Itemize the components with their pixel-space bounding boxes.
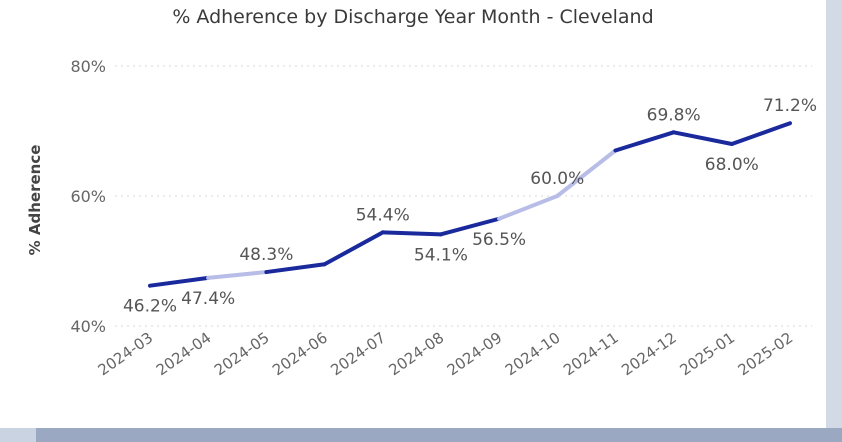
series-line-segment [148,275,211,288]
series-line-segment [380,230,443,237]
x-tick-label: 2024-03 [95,329,157,380]
y-tick-label: 40% [70,317,106,336]
data-label: 71.2% [763,96,817,116]
y-tick-label: 60% [70,187,106,206]
x-tick-label: 2024-05 [211,329,273,380]
x-tick-label: 2024-04 [153,329,215,380]
data-label: 54.4% [356,205,410,225]
x-tick-label: 2024-08 [386,329,448,380]
x-tick-label: 2024-11 [560,329,622,380]
series-line-segment [671,130,734,146]
data-label: 46.2% [123,297,177,317]
x-tick-label: 2025-02 [735,329,797,380]
x-tick-label: 2024-06 [269,329,331,380]
data-label: 60.0% [530,169,584,189]
data-label: 47.4% [181,289,235,309]
x-tick-label: 2024-07 [327,329,389,380]
series-line-segment [497,194,560,221]
series-line-segment [438,216,502,237]
line-chart: 40% 60% 80% % Adherence 46.2% 47.4% 48.3% 54.4%… [26,57,817,380]
data-label: 48.3% [239,245,293,265]
series-line-segment [322,230,385,267]
x-tick-label: 2024-12 [618,329,680,380]
series-line-segment [264,262,327,275]
series-line-segment [613,130,676,153]
background-band-right [826,0,842,442]
background-band-bottom [36,428,842,442]
y-tick-label: 80% [70,57,106,76]
x-tick-label: 2025-01 [676,329,738,380]
chart-card: % Adherence by Discharge Year Month - Cl… [0,0,826,428]
data-label: 69.8% [647,105,701,125]
data-label: 56.5% [472,230,526,250]
data-label: 54.1% [414,245,468,265]
series-line-segment [555,148,618,198]
x-tick-label: 2024-09 [444,329,506,380]
series-line-segment [729,121,792,146]
chart-title: % Adherence by Discharge Year Month - Cl… [172,6,654,28]
series-line-segment [206,270,269,280]
data-label: 68.0% [705,155,759,175]
x-tick-label: 2024-10 [502,329,564,380]
y-axis-label: % Adherence [26,145,44,256]
